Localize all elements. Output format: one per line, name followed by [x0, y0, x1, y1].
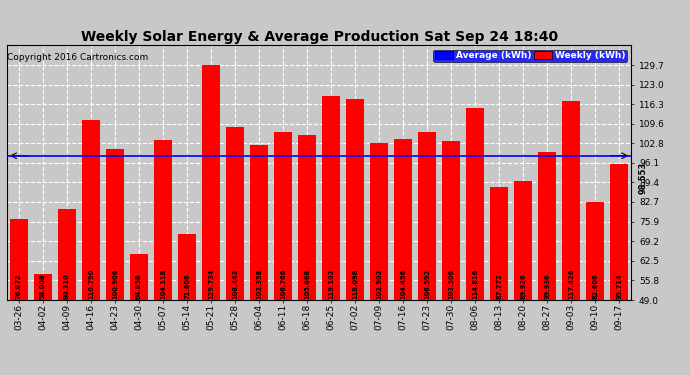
Text: 106.592: 106.592: [424, 268, 430, 298]
Bar: [34, 274, 52, 300]
Text: 100.906: 100.906: [112, 268, 118, 298]
Bar: [250, 145, 268, 300]
Text: 80.310: 80.310: [64, 273, 70, 298]
Text: 95.714: 95.714: [616, 273, 622, 298]
Bar: [418, 132, 436, 300]
Text: 118.098: 118.098: [352, 268, 358, 298]
Text: 103.506: 103.506: [448, 268, 454, 298]
Bar: [322, 96, 340, 300]
Bar: [58, 209, 76, 300]
Bar: [226, 127, 244, 300]
Text: 104.456: 104.456: [400, 268, 406, 298]
Title: Weekly Solar Energy & Average Production Sat Sep 24 18:40: Weekly Solar Energy & Average Production…: [81, 30, 558, 44]
Text: 110.790: 110.790: [88, 268, 94, 298]
Text: 105.668: 105.668: [304, 268, 310, 298]
Text: 82.606: 82.606: [592, 273, 598, 298]
Text: 104.118: 104.118: [160, 268, 166, 298]
Legend: Average (kWh), Weekly (kWh): Average (kWh), Weekly (kWh): [433, 50, 627, 62]
Bar: [466, 108, 484, 300]
Bar: [346, 99, 364, 300]
Bar: [106, 149, 124, 300]
Text: 98.553: 98.553: [638, 162, 647, 194]
Text: 87.772: 87.772: [496, 273, 502, 298]
Bar: [491, 187, 509, 300]
Bar: [202, 65, 220, 300]
Text: 129.734: 129.734: [208, 268, 214, 298]
Text: 106.766: 106.766: [280, 268, 286, 298]
Bar: [611, 164, 629, 300]
Bar: [442, 141, 460, 300]
Text: 114.816: 114.816: [472, 268, 478, 298]
Text: 102.358: 102.358: [256, 268, 262, 298]
Bar: [274, 132, 292, 300]
Bar: [514, 181, 532, 300]
Text: 117.426: 117.426: [569, 268, 574, 298]
Bar: [538, 152, 556, 300]
Bar: [394, 139, 412, 300]
Text: 64.858: 64.858: [136, 273, 142, 298]
Text: 102.902: 102.902: [376, 268, 382, 298]
Text: 119.102: 119.102: [328, 268, 334, 298]
Bar: [154, 140, 172, 300]
Bar: [130, 254, 148, 300]
Text: 58.008: 58.008: [40, 273, 46, 298]
Text: 89.926: 89.926: [520, 273, 526, 298]
Bar: [178, 234, 196, 300]
Text: 76.872: 76.872: [16, 273, 22, 298]
Bar: [82, 120, 100, 300]
Bar: [586, 202, 604, 300]
Text: 99.936: 99.936: [544, 273, 551, 298]
Bar: [298, 135, 316, 300]
Text: 71.606: 71.606: [184, 273, 190, 298]
Bar: [370, 143, 388, 300]
Bar: [10, 219, 28, 300]
Text: Copyright 2016 Cartronics.com: Copyright 2016 Cartronics.com: [7, 53, 148, 62]
Bar: [562, 101, 580, 300]
Text: 108.442: 108.442: [232, 268, 238, 298]
